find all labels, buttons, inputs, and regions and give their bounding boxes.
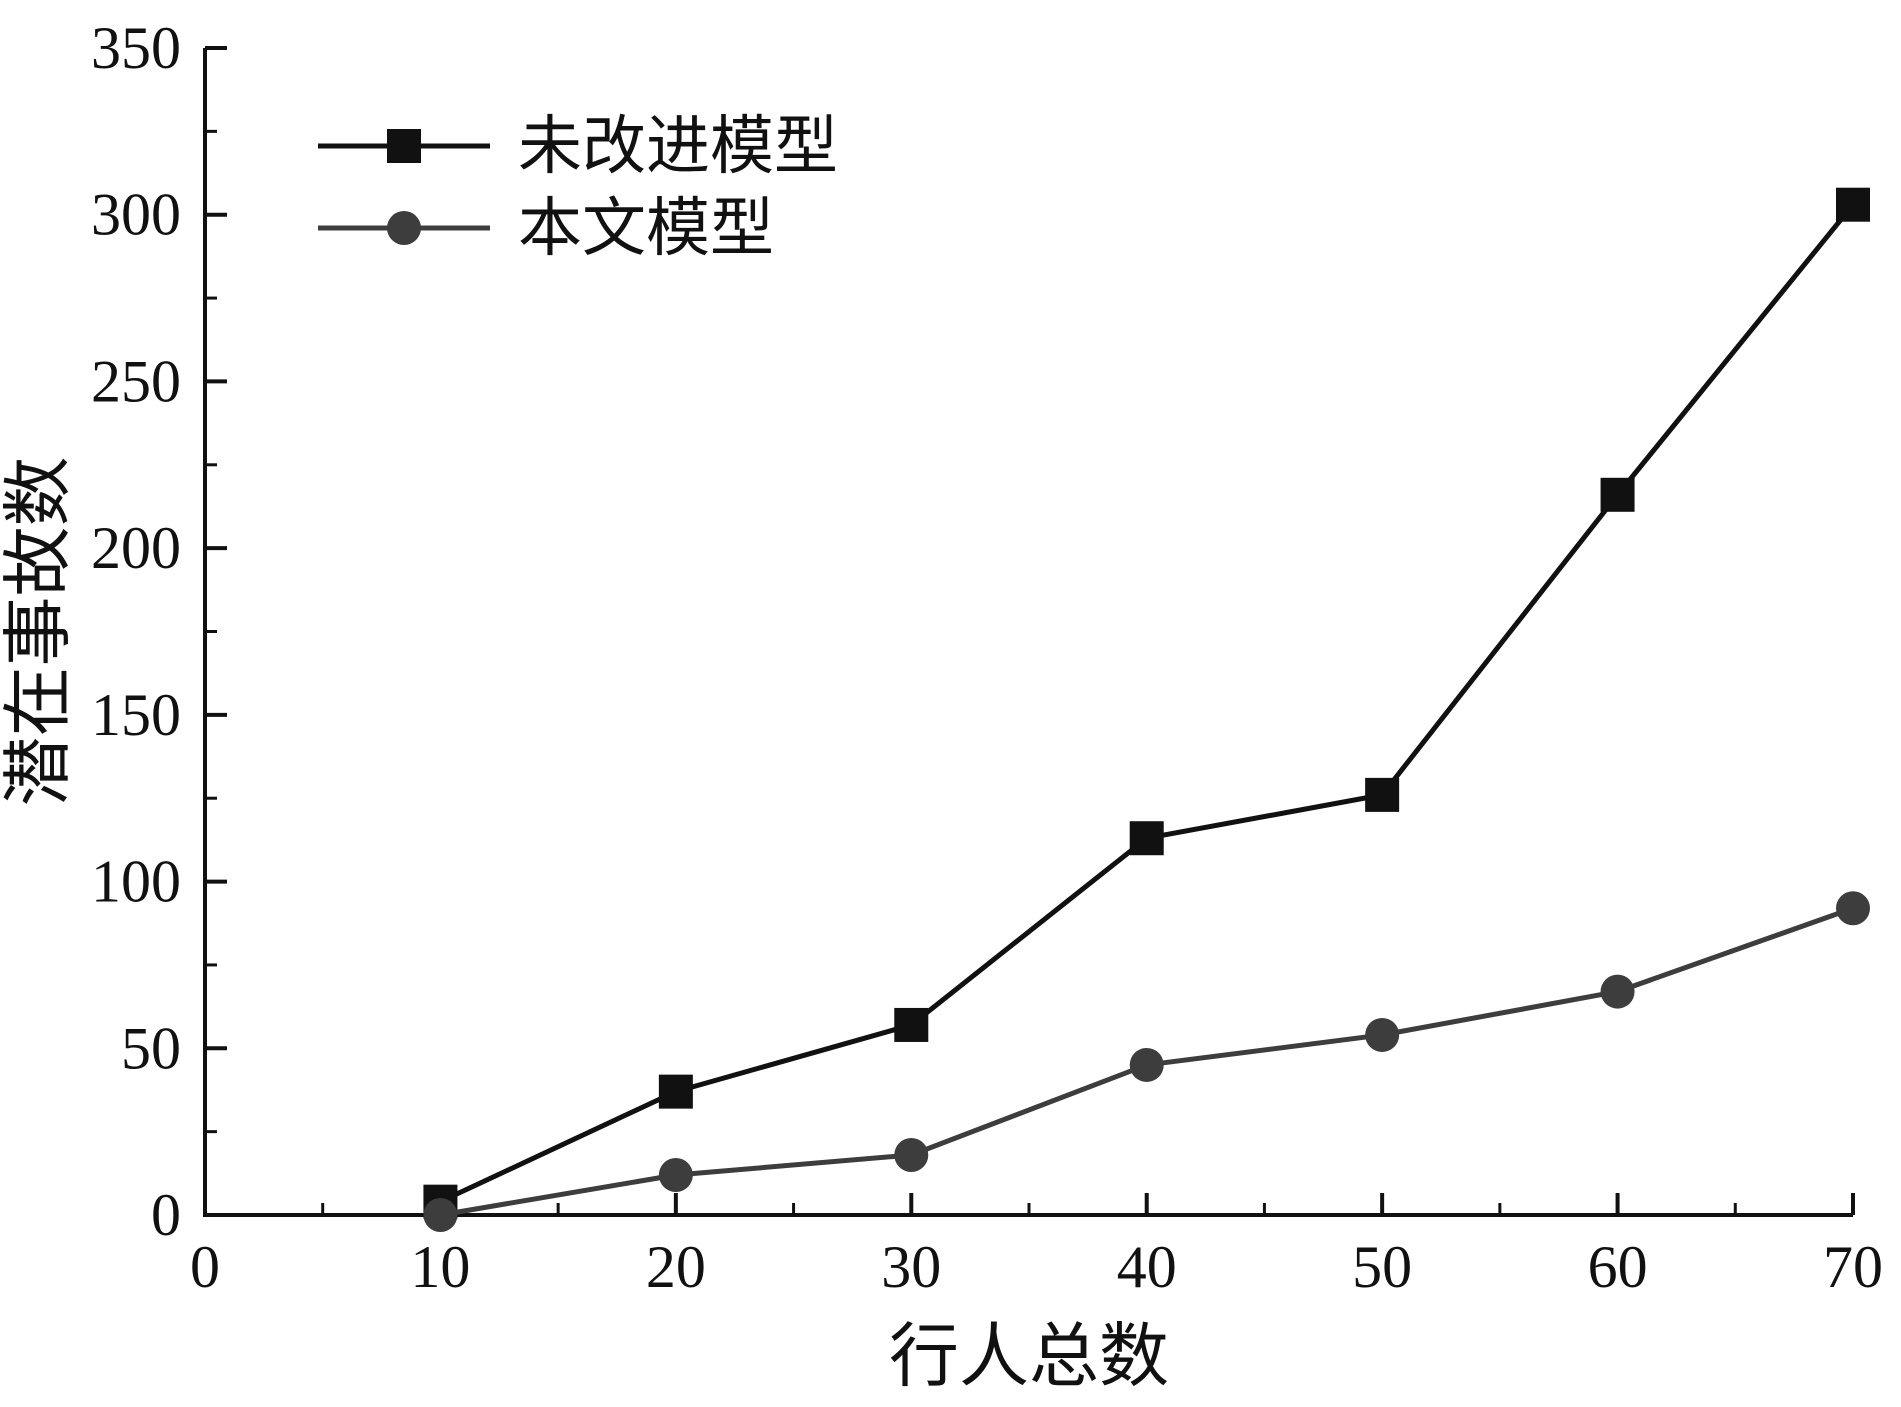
axis-lines: [203, 48, 1853, 1217]
data-point-marker-0: [658, 1074, 693, 1109]
legend-label: 未改进模型: [518, 111, 838, 182]
legend-marker: [387, 211, 421, 245]
y-tick-label: 0: [151, 1182, 181, 1248]
data-point-marker-0: [894, 1007, 929, 1042]
y-tick-label: 350: [91, 15, 181, 81]
y-tick-label: 300: [91, 182, 181, 248]
data-point-marker-1: [423, 1198, 458, 1232]
data-point-marker-1: [1129, 1047, 1164, 1082]
data-point-marker-1: [1836, 891, 1870, 926]
x-axis-title: 行人总数: [889, 1319, 1169, 1396]
y-tick-label: 50: [121, 1015, 181, 1081]
y-axis-title: 潜在事故数: [1, 457, 78, 807]
y-tick-label: 200: [91, 515, 181, 581]
data-point-marker-1: [658, 1157, 693, 1192]
x-tick-label: 50: [1352, 1234, 1412, 1300]
data-point-marker-0: [1600, 477, 1635, 512]
y-tick-label: 100: [91, 849, 181, 915]
data-point-marker-0: [1129, 821, 1164, 856]
x-tick-label: 70: [1823, 1234, 1883, 1300]
x-tick-label: 40: [1117, 1234, 1177, 1300]
x-tick-label: 0: [190, 1234, 220, 1300]
data-point-marker-0: [1365, 777, 1400, 812]
x-tick-label: 30: [881, 1234, 941, 1300]
x-tick-label: 20: [646, 1234, 706, 1300]
y-tick-label: 150: [91, 682, 181, 748]
data-point-marker-0: [1836, 187, 1870, 222]
y-tick-label: 250: [91, 348, 181, 414]
data-point-marker-1: [894, 1137, 929, 1172]
data-point-marker-1: [1600, 974, 1635, 1009]
legend-label: 本文模型: [518, 193, 774, 264]
legend-marker: [387, 129, 421, 163]
x-tick-label: 60: [1588, 1234, 1648, 1300]
x-tick-label: 10: [410, 1234, 470, 1300]
data-point-marker-1: [1365, 1017, 1400, 1052]
